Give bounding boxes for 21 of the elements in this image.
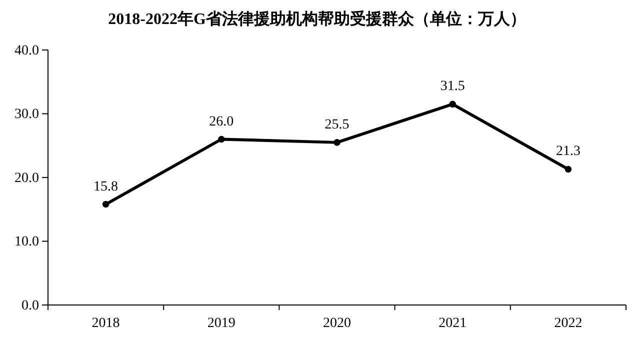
y-tick-label: 30.0: [14, 107, 39, 122]
chart-title: 2018-2022年G省法律援助机构帮助受援群众（单位：万人）: [108, 10, 526, 28]
data-label: 31.5: [440, 79, 465, 94]
y-tick-label: 0.0: [22, 298, 39, 314]
x-tick-label: 2021: [438, 316, 467, 331]
data-label: 21.3: [556, 144, 580, 160]
point: [334, 139, 340, 146]
point: [218, 136, 225, 143]
y-tick-label: 20.0: [14, 170, 39, 186]
y-tick-label: 10.0: [14, 234, 39, 250]
x-tick-label: 2020: [323, 316, 351, 331]
y-tick-label: 40.0: [14, 43, 39, 58]
x-tick-label: 2018: [92, 316, 120, 331]
x-tick-label: 2019: [207, 316, 236, 331]
point: [102, 200, 110, 208]
point: [564, 166, 572, 173]
data-label: 26.0: [209, 114, 234, 130]
x-tick-label: 2022: [554, 316, 582, 331]
point: [449, 100, 456, 108]
data-label: 15.8: [94, 179, 118, 194]
data-label: 25.5: [324, 117, 350, 132]
